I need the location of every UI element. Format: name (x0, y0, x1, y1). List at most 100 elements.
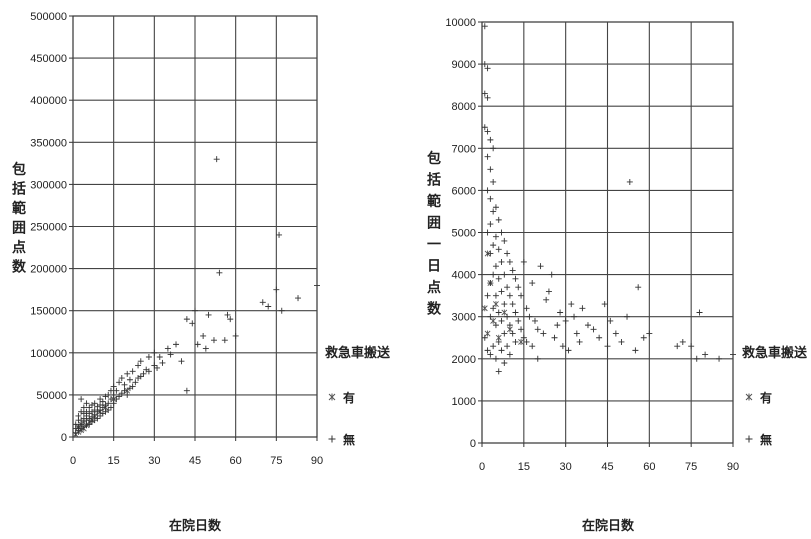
data-point-ambulance-no (523, 305, 530, 312)
data-point-ambulance-no (576, 338, 583, 345)
data-point-ambulance-no (515, 317, 522, 324)
data-point-ambulance-no (481, 334, 488, 341)
data-point-ambulance-no (515, 284, 522, 291)
data-point-ambulance-no (506, 292, 513, 299)
data-point-ambulance-no (192, 307, 198, 314)
data-point-ambulance-no (702, 351, 709, 358)
data-point-ambulance-no (83, 400, 90, 407)
data-point-ambulance-no (529, 280, 536, 287)
data-point-ambulance-no (210, 337, 217, 344)
data-point-ambulance-no (526, 313, 533, 320)
data-point-ambulance-no (97, 407, 104, 414)
y-tick-label: 8000 (452, 101, 476, 113)
x-tick-label: 0 (479, 461, 485, 473)
data-point-ambulance-no (540, 330, 547, 337)
data-point-ambulance-no (504, 250, 511, 257)
data-point-ambulance-no (492, 292, 499, 299)
data-point-ambulance-no (107, 396, 114, 403)
data-point-ambulance-no (484, 187, 491, 194)
data-point-ambulance-yes (518, 338, 524, 345)
data-point-ambulance-no (213, 156, 220, 163)
x-tick-label: 30 (560, 461, 572, 473)
data-point-ambulance-no (484, 229, 491, 236)
data-point-ambulance-no (295, 295, 302, 302)
data-point-ambulance-no (151, 349, 158, 356)
data-point-ambulance-no (601, 301, 608, 308)
data-point-ambulance-no (105, 407, 112, 414)
data-point-ambulance-no (498, 229, 505, 236)
x-tick-label: 60 (230, 455, 242, 467)
data-point-ambulance-yes (490, 317, 497, 324)
scatter-chart-daily-points: 0 1000 2000 3000 4000 5000 6000 7000 8000 9000 100… (427, 17, 808, 534)
data-point-ambulance-no (730, 351, 736, 358)
data-point-ambulance-no (571, 313, 578, 320)
data-point-ambulance-no (189, 320, 196, 327)
data-point-ambulance-no (506, 322, 513, 329)
data-point-ambulance-no (118, 375, 125, 382)
data-point-ambulance-no (543, 296, 550, 303)
y-tick-label: 0 (470, 438, 476, 450)
data-point-ambulance-no (495, 275, 502, 282)
data-point-ambulance-no (635, 284, 642, 291)
y-tick-label: 7000 (452, 143, 476, 155)
y-axis-label: 包括範囲点数 (12, 161, 27, 276)
data-point-ambulance-no (498, 347, 505, 354)
data-point-ambulance-no (481, 61, 488, 68)
legend-title: 救急車搬送 (742, 345, 808, 361)
data-point-ambulance-no (607, 317, 614, 324)
data-point-ambulance-no (137, 358, 144, 365)
data-point-ambulance-no (554, 322, 561, 329)
data-point-ambulance-no (110, 400, 117, 407)
data-point-ambulance-no (492, 263, 499, 270)
data-point-ambulance-no (579, 305, 586, 312)
y-tick-label: 10000 (445, 17, 476, 29)
data-point-ambulance-no (523, 338, 530, 345)
data-point-ambulance-no (490, 145, 497, 152)
data-point-ambulance-no (529, 343, 536, 350)
data-point-ambulance-no (97, 402, 104, 409)
data-point-ambulance-no (135, 362, 142, 369)
data-point-ambulance-no (72, 421, 79, 428)
data-point-ambulance-no (495, 338, 502, 345)
data-point-ambulance-no (484, 128, 491, 135)
data-point-ambulance-no (167, 351, 174, 358)
data-point-ambulance-no (495, 309, 502, 316)
y-tick-label: 250000 (30, 222, 67, 234)
data-point-ambulance-no (121, 387, 128, 394)
y-tick-label: 50000 (36, 390, 67, 402)
x-tick-label: 15 (518, 461, 530, 473)
data-point-ambulance-no (484, 94, 491, 101)
x-tick-label: 0 (70, 455, 76, 467)
data-point-ambulance-no (113, 387, 120, 394)
data-point-ambulance-no (559, 343, 566, 350)
legend-title: 救急車搬送 (325, 345, 391, 361)
data-point-ambulance-no (562, 317, 569, 324)
data-point-ambulance-no (224, 311, 231, 318)
x-tick-label: 90 (311, 455, 323, 467)
x-tick-label: 30 (148, 455, 160, 467)
data-point-ambulance-no (94, 415, 101, 422)
data-point-ambulance-no (504, 284, 511, 291)
data-point-ambulance-no (107, 387, 114, 394)
data-point-ambulance-yes (501, 309, 508, 316)
y-tick-label: 350000 (30, 137, 67, 149)
data-point-ambulance-no (674, 343, 681, 350)
data-point-ambulance-no (506, 258, 513, 265)
data-point-ambulance-no (534, 355, 541, 362)
data-point-ambulance-no (200, 332, 207, 339)
data-point-ambulance-no (640, 334, 647, 341)
data-point-ambulance-no (487, 250, 494, 257)
data-point-ambulance-no (509, 330, 516, 337)
data-point-ambulance-no (537, 263, 544, 270)
data-point-ambulance-no (116, 393, 123, 400)
data-point-ambulance-no (604, 343, 611, 350)
data-point-ambulance-no (534, 326, 541, 333)
y-tick-label: 1000 (452, 396, 476, 408)
x-tick-label: 90 (727, 461, 739, 473)
data-point-ambulance-no (487, 195, 494, 202)
data-point-ambulance-no (596, 334, 603, 341)
data-point-ambulance-no (565, 347, 572, 354)
x-tick-label: 60 (643, 461, 655, 473)
data-point-ambulance-no (205, 311, 212, 318)
